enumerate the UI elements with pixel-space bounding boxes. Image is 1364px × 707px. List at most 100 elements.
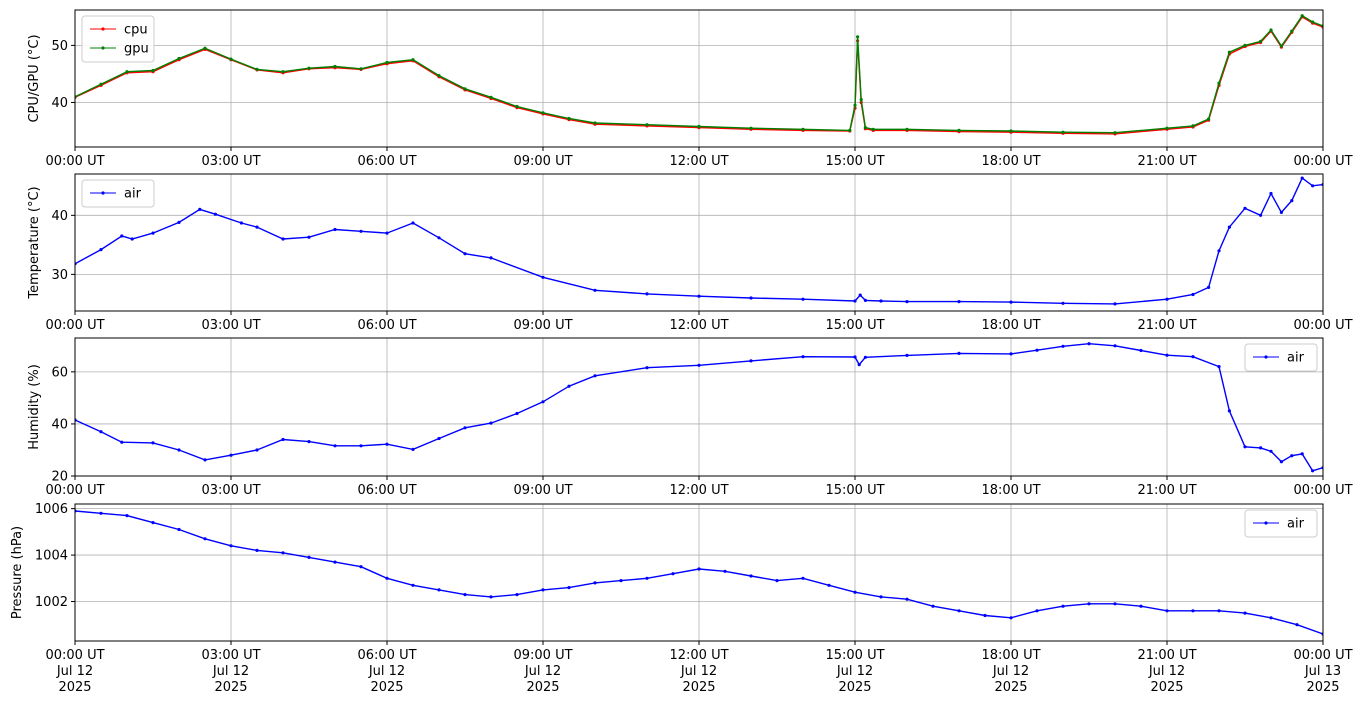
x-tick-date-label: Jul 12 [368, 664, 405, 679]
data-point [957, 300, 961, 304]
x-tick-label: 00:00 UT [45, 154, 104, 169]
data-point [645, 123, 649, 127]
data-point [1217, 365, 1221, 369]
data-point [1087, 602, 1091, 606]
x-tick-label: 06:00 UT [357, 318, 416, 333]
data-point [1009, 616, 1013, 620]
x-tick-date-label: Jul 12 [992, 664, 1029, 679]
data-point [1165, 353, 1169, 357]
data-point [1259, 213, 1263, 217]
data-point [1290, 29, 1294, 33]
data-point [593, 374, 597, 378]
data-point [177, 220, 181, 224]
data-point [957, 609, 961, 613]
data-point [203, 537, 207, 541]
legend-marker-gpu [101, 46, 105, 50]
data-point [1290, 454, 1294, 458]
data-point [1279, 210, 1283, 214]
data-point [307, 440, 311, 444]
data-point [859, 98, 863, 102]
data-point [593, 288, 597, 292]
data-point [515, 593, 519, 597]
y-tick-label: 20 [51, 470, 68, 485]
data-point [99, 430, 103, 434]
legend-marker-air [1264, 521, 1268, 525]
legend-box [1244, 509, 1318, 538]
data-point [1290, 199, 1294, 203]
data-point [99, 82, 103, 86]
data-point [359, 444, 363, 448]
legend-box [81, 179, 155, 208]
y-tick-label: 40 [51, 417, 68, 432]
x-tick-label: 18:00 UT [981, 154, 1040, 169]
data-point [437, 74, 441, 78]
x-tick-date-label: Jul 12 [212, 664, 249, 679]
legend-marker-air [1264, 355, 1268, 359]
data-point [411, 583, 415, 587]
data-point [856, 35, 860, 39]
x-tick-label: 18:00 UT [981, 318, 1040, 333]
data-point [1009, 300, 1013, 304]
data-point [1139, 604, 1143, 608]
x-tick-label: 06:00 UT [357, 648, 416, 663]
data-point [697, 294, 701, 298]
data-point [541, 400, 545, 404]
data-point [541, 111, 545, 115]
data-point [489, 421, 493, 425]
data-point [1243, 445, 1247, 449]
data-point [863, 298, 868, 302]
y-tick-label: 1002 [35, 595, 68, 610]
x-tick-date-label: Jul 12 [1148, 664, 1185, 679]
data-point [1113, 302, 1117, 306]
data-point [853, 590, 857, 594]
data-point [1243, 611, 1247, 615]
legend-box [1244, 343, 1318, 372]
data-point [1165, 126, 1169, 130]
data-point [1191, 292, 1195, 297]
data-point [333, 560, 337, 564]
x-tick-label: 00:00 UT [1293, 318, 1352, 333]
data-point [255, 225, 259, 229]
data-point [255, 548, 259, 553]
data-point [120, 234, 124, 238]
x-tick-label: 15:00 UT [825, 154, 884, 169]
legend-label-gpu: gpu [124, 42, 149, 57]
data-point [957, 351, 961, 355]
data-point [307, 235, 311, 239]
data-point [359, 565, 363, 569]
x-tick-label: 03:00 UT [201, 648, 260, 663]
data-point [177, 527, 181, 532]
x-tick-label: 12:00 UT [669, 318, 728, 333]
data-point [437, 236, 441, 240]
data-point [307, 555, 311, 560]
data-point [567, 384, 571, 388]
x-tick-label: 00:00 UT [1293, 483, 1352, 498]
data-point [645, 292, 649, 296]
x-tick-label: 21:00 UT [1137, 154, 1196, 169]
data-point [1087, 342, 1091, 346]
data-point [239, 221, 243, 225]
data-point [1259, 446, 1263, 450]
data-point [177, 448, 181, 452]
data-point [801, 127, 805, 131]
legend-label-cpu: cpu [124, 23, 148, 38]
data-point [931, 604, 935, 608]
legend-marker-cpu [101, 27, 105, 31]
x-tick-label: 18:00 UT [981, 483, 1040, 498]
x-tick-label: 00:00 UT [45, 318, 104, 333]
x-tick-date-label: Jul 12 [524, 664, 561, 679]
y-tick-label: 1004 [35, 549, 68, 564]
data-point [463, 252, 467, 256]
data-point [1207, 117, 1211, 121]
y-tick-label: 1006 [35, 502, 68, 517]
x-tick-label: 09:00 UT [513, 318, 572, 333]
data-point [255, 67, 259, 71]
data-point [255, 448, 259, 452]
data-point [359, 229, 363, 233]
data-point [1009, 352, 1013, 356]
data-point [281, 70, 285, 74]
series-air [75, 176, 1323, 306]
data-point [515, 104, 519, 109]
y-tick-label: 40 [51, 96, 68, 111]
y-tick-label: 30 [51, 268, 68, 283]
